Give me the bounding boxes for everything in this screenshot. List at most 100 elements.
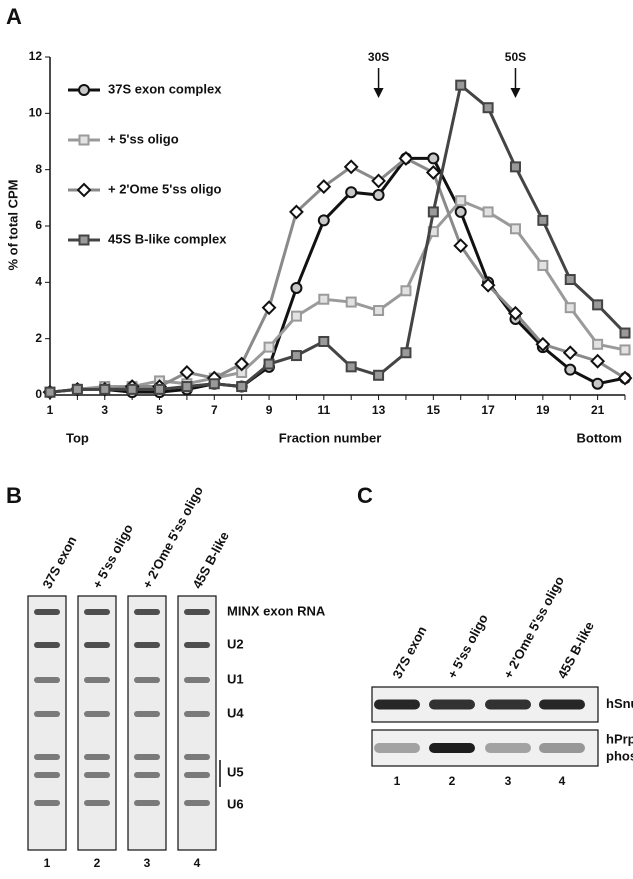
x-edge-label: Bottom xyxy=(577,430,623,445)
marker xyxy=(181,381,193,393)
x-tick-label: 15 xyxy=(427,403,441,417)
x-tick-label: 21 xyxy=(591,403,605,417)
marker xyxy=(179,365,195,380)
band-label: U5 xyxy=(227,764,244,779)
gel-band xyxy=(134,772,160,778)
annotation: 30S xyxy=(368,50,389,64)
band-label: U1 xyxy=(227,671,244,686)
marker xyxy=(290,281,303,294)
arrow-head xyxy=(510,88,521,98)
blot-band xyxy=(429,743,475,753)
marker xyxy=(317,214,330,227)
band-label: phos xyxy=(606,748,633,763)
gel-band xyxy=(184,772,210,778)
gel-band xyxy=(34,609,60,615)
marker xyxy=(154,383,166,395)
gel-band xyxy=(84,642,110,648)
lane-number: 1 xyxy=(394,774,401,788)
marker xyxy=(617,370,633,386)
gel-band xyxy=(184,800,210,806)
marker xyxy=(592,338,604,350)
marker xyxy=(425,165,441,180)
marker xyxy=(78,234,90,246)
lane-label: 45S B-like xyxy=(554,619,596,681)
gel-band xyxy=(134,609,160,615)
marker xyxy=(454,205,467,218)
band-label: MINX exon RNA xyxy=(227,603,326,618)
marker xyxy=(482,102,494,114)
series-line xyxy=(49,156,626,394)
lane-number: 2 xyxy=(449,774,456,788)
marker xyxy=(236,381,248,393)
lane-number: 2 xyxy=(94,856,101,870)
marker xyxy=(345,361,357,373)
lane-number: 3 xyxy=(505,774,512,788)
marker xyxy=(44,386,56,398)
blot-band xyxy=(485,699,531,710)
x-tick-label: 3 xyxy=(101,403,108,417)
y-tick-label: 4 xyxy=(35,275,42,289)
gel-band xyxy=(134,677,160,683)
band-label: U6 xyxy=(227,796,244,811)
legend-label: + 2'Ome 5'ss oligo xyxy=(108,181,222,196)
band-label: U2 xyxy=(227,636,244,651)
gel-band xyxy=(34,800,60,806)
panel-letter: A xyxy=(6,4,22,29)
lane-number: 1 xyxy=(44,856,51,870)
x-tick-label: 19 xyxy=(536,403,550,417)
x-edge-label: Top xyxy=(66,430,89,445)
lane-label: + 5'ss oligo xyxy=(89,522,135,591)
gel-band xyxy=(34,642,60,648)
marker xyxy=(509,161,521,173)
band-label: U4 xyxy=(227,705,244,720)
gel-band xyxy=(184,677,210,683)
lane-label: 37S exon xyxy=(39,534,79,591)
gel-band xyxy=(34,711,60,717)
gel-band xyxy=(34,677,60,683)
x-tick-label: 13 xyxy=(372,403,386,417)
marker xyxy=(537,214,549,226)
panel-letter: C xyxy=(357,483,373,508)
x-tick-label: 9 xyxy=(266,403,273,417)
marker xyxy=(455,79,467,91)
x-tick-label: 7 xyxy=(211,403,218,417)
marker xyxy=(289,204,304,220)
marker xyxy=(564,302,576,314)
marker xyxy=(619,344,631,356)
marker xyxy=(318,293,330,305)
marker xyxy=(619,327,631,339)
x-tick-label: 5 xyxy=(156,403,163,417)
marker xyxy=(208,378,220,390)
marker xyxy=(71,383,83,395)
marker xyxy=(290,350,302,362)
gel-band xyxy=(184,609,210,615)
marker xyxy=(592,299,604,311)
blot-band xyxy=(485,743,531,753)
gel-band xyxy=(84,609,110,615)
marker xyxy=(261,300,277,316)
y-tick-label: 10 xyxy=(29,106,43,120)
gel-band xyxy=(134,754,160,760)
marker xyxy=(373,369,385,381)
marker xyxy=(316,179,332,194)
marker xyxy=(564,274,576,286)
legend-label: 37S exon complex xyxy=(108,81,222,96)
band-label: hSnu66 xyxy=(606,696,633,711)
marker xyxy=(345,186,358,199)
gel-band xyxy=(34,772,60,778)
x-tick-label: 1 xyxy=(47,403,54,417)
marker xyxy=(509,223,521,235)
legend-label: + 5'ss oligo xyxy=(108,131,179,146)
marker xyxy=(427,206,439,218)
gel-lane xyxy=(127,595,167,851)
x-axis-label: Fraction number xyxy=(279,430,382,445)
marker xyxy=(590,353,606,369)
marker xyxy=(372,189,385,202)
marker xyxy=(371,173,386,189)
marker xyxy=(263,358,275,370)
x-tick-label: 11 xyxy=(317,403,330,417)
gel-band xyxy=(134,800,160,806)
marker xyxy=(76,182,92,198)
gel-band xyxy=(84,800,110,806)
